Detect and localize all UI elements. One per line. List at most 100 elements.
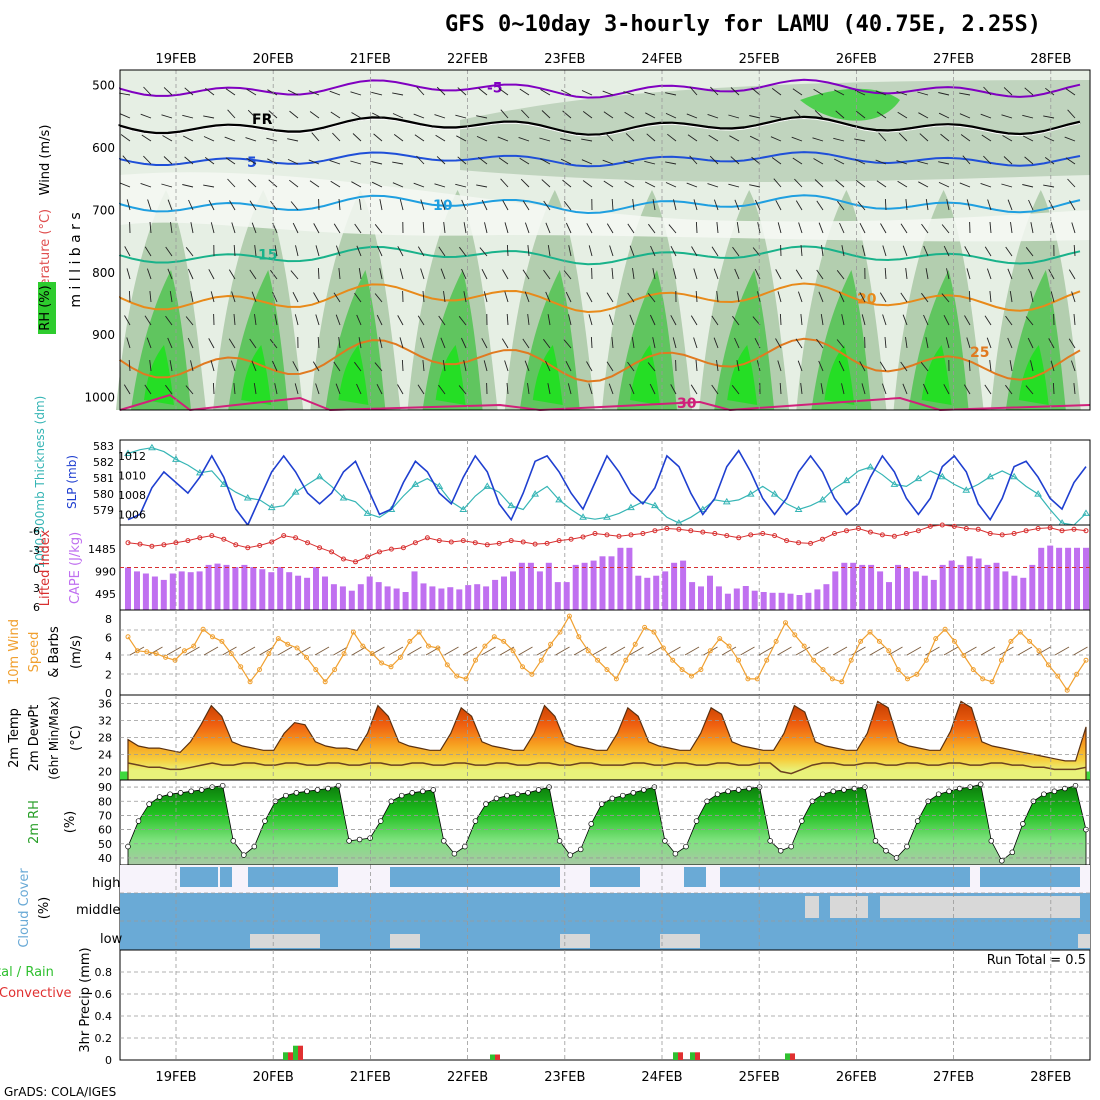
li-marker [233,542,239,548]
wind-marker [736,657,741,663]
wind-marker [350,629,356,635]
wind-barb [212,382,215,395]
li-marker [400,545,406,551]
wind-barb [126,199,131,211]
wind-barb [565,291,572,303]
wind-barb [208,269,215,280]
wind-barb [416,86,425,96]
wind-marker [435,645,441,651]
wind-barb [333,223,341,234]
cape-bar [698,586,704,610]
wind-barb [1065,88,1076,96]
rh-marker [493,795,500,802]
wind-barb [1073,313,1076,326]
wind-barb [481,268,488,280]
wind-barb [588,314,593,326]
li-marker [676,526,682,532]
wind-barb [797,291,803,303]
wind-barb [623,91,635,96]
y-tick-label: 90 [98,781,112,794]
wind-barb [518,136,530,142]
wind-barb [251,222,257,234]
cape-bar [590,560,597,610]
wind-barb [502,200,509,211]
wind-barb [317,267,320,280]
wind-marker [454,673,460,679]
wind-barb [545,291,551,303]
wind-barb [287,158,299,165]
wind-barb [713,199,719,211]
wind-barb [833,158,845,165]
wind-barb [329,90,341,96]
wind-barb [754,199,761,211]
wind-barb [352,133,362,142]
wind-barb [900,223,908,234]
rh-marker [156,794,163,800]
thickness-marker [339,493,348,501]
isotherm-label: FR [252,112,273,128]
wind-barb [185,316,194,326]
li-marker [772,533,778,539]
wind-barb [527,245,530,257]
wind-barb [1030,291,1034,303]
cloud-high-block [440,867,560,887]
cape-bar [1047,545,1054,610]
cape-bar [850,562,857,610]
wind-barb [350,160,362,165]
wind-barb [543,200,551,211]
wind-marker [1017,629,1023,635]
wind-barb [399,199,404,211]
wind-barb [670,384,677,395]
wind-marker [1074,671,1080,677]
cape-bar [662,571,669,610]
rh-marker [420,788,426,795]
wind-barb [379,337,383,349]
date-label-top: 28FEB [1030,52,1071,67]
wind-barb [941,224,950,234]
isotherm-label: 10 [433,198,453,214]
wind-barb [736,222,740,234]
wind-barb [438,384,446,395]
wind-barb [165,246,173,257]
wind-barb [205,87,215,96]
cape-bar [339,586,346,610]
wind-barb [691,246,698,257]
cloud-low-block [390,934,420,948]
rh-marker [672,850,679,857]
thickness-marker [603,513,611,520]
y-tick-label: 20 [98,766,112,779]
wind-marker [444,662,450,668]
cape-bar [778,592,785,610]
cape-bar [232,567,239,610]
cape-bar [322,576,328,610]
wind-barb [649,383,656,395]
y-tick-label: 4 [105,650,112,663]
li-marker [640,531,646,536]
isotherm-freezing-inner [119,117,1081,137]
date-label-bottom: 28FEB [1030,1070,1071,1085]
wind-barb [501,338,509,349]
wind-barb [254,314,257,326]
wind-barb [602,159,614,165]
wind-barb [1027,337,1034,349]
cape-bar [429,586,436,610]
y-tick-label: 0.6 [95,988,113,1001]
rh-marker [293,790,300,796]
wind-barb-10m [1073,646,1088,656]
wind-barb [562,179,572,188]
wind-barb-10m [444,646,459,656]
wind-barb [880,223,887,234]
wind-barb [791,136,803,142]
cape-bar [1074,547,1080,610]
wind-marker [153,651,159,657]
wind-marker [369,651,375,657]
wind-barb [184,156,194,165]
wind-barb [338,337,341,349]
temp-ylabel-1: 2m Temp [7,708,22,768]
wind-barb [539,137,551,142]
wind-barb [203,136,215,142]
rh-marker [304,788,310,795]
cape-bar [715,586,722,610]
wind-marker [294,645,300,651]
wind-barb [373,133,383,142]
